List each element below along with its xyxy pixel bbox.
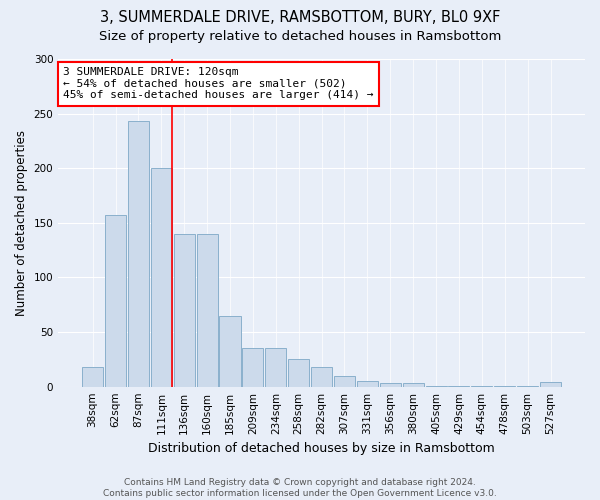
Bar xyxy=(242,348,263,387)
Text: 3, SUMMERDALE DRIVE, RAMSBOTTOM, BURY, BL0 9XF: 3, SUMMERDALE DRIVE, RAMSBOTTOM, BURY, B… xyxy=(100,10,500,25)
Bar xyxy=(82,367,103,386)
Bar xyxy=(311,367,332,386)
Text: Contains HM Land Registry data © Crown copyright and database right 2024.
Contai: Contains HM Land Registry data © Crown c… xyxy=(103,478,497,498)
Bar xyxy=(357,381,378,386)
Bar xyxy=(334,376,355,386)
Bar xyxy=(197,234,218,386)
Bar xyxy=(220,316,241,386)
Y-axis label: Number of detached properties: Number of detached properties xyxy=(15,130,28,316)
Bar xyxy=(151,168,172,386)
Bar xyxy=(403,384,424,386)
Text: 3 SUMMERDALE DRIVE: 120sqm
← 54% of detached houses are smaller (502)
45% of sem: 3 SUMMERDALE DRIVE: 120sqm ← 54% of deta… xyxy=(64,67,374,100)
Bar xyxy=(288,360,309,386)
Bar xyxy=(105,215,126,386)
Bar xyxy=(128,122,149,386)
Text: Size of property relative to detached houses in Ramsbottom: Size of property relative to detached ho… xyxy=(99,30,501,43)
Bar xyxy=(380,384,401,386)
Bar xyxy=(173,234,195,386)
Bar xyxy=(540,382,561,386)
X-axis label: Distribution of detached houses by size in Ramsbottom: Distribution of detached houses by size … xyxy=(148,442,495,455)
Bar xyxy=(265,348,286,387)
